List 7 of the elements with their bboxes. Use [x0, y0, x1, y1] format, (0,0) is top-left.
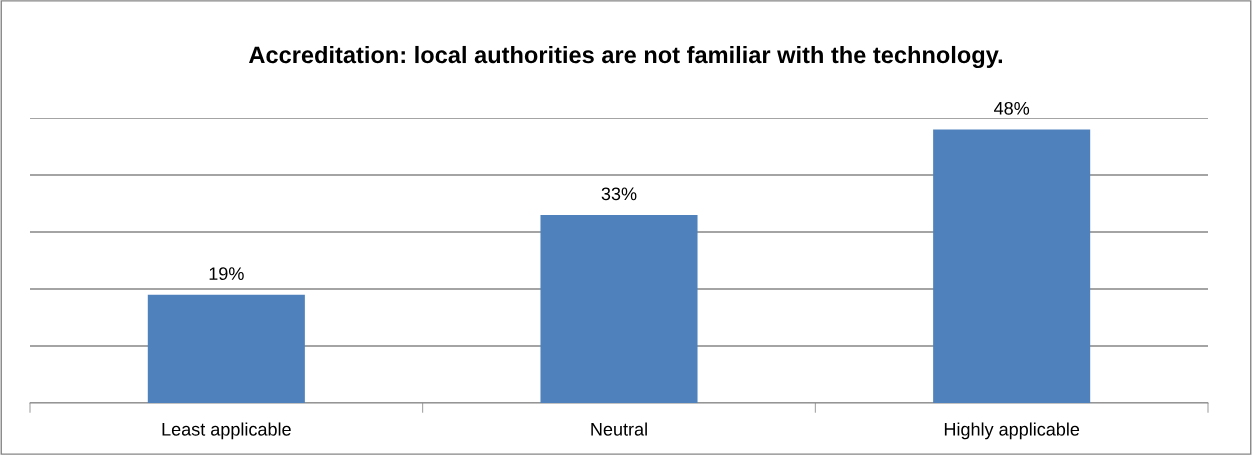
x-tick-label: Neutral — [591, 422, 647, 436]
x-tick-label: Highly applicable — [944, 422, 1080, 440]
data-label: 33% — [601, 187, 637, 201]
chart-title: Accreditation: local authorities are not familiar with the technology. — [248, 45, 1003, 69]
x-tick-label: Least applicable — [162, 422, 291, 440]
data-label: 19% — [209, 267, 244, 281]
data-label: 48% — [994, 101, 1030, 115]
